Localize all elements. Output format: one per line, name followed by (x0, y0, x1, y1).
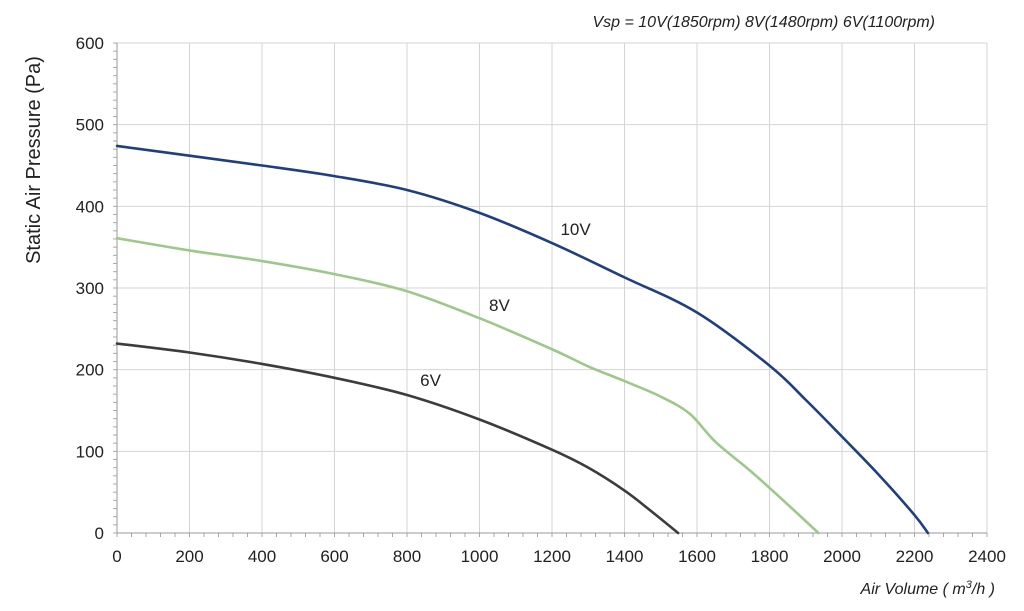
x-tick-label: 1000 (461, 547, 499, 566)
x-tick-label: 2000 (823, 547, 861, 566)
series-label-6v: 6V (420, 371, 441, 390)
y-tick-label: 500 (76, 116, 104, 135)
speed-note: Vsp = 10V(1850rpm) 8V(1480rpm) 6V(1100rp… (592, 14, 935, 31)
y-tick-label: 400 (76, 197, 104, 216)
x-axis-title-tail: /h ) (971, 581, 995, 598)
x-tick-label: 2400 (968, 547, 1006, 566)
grid-lines (116, 42, 988, 534)
x-tick-label: 600 (320, 547, 348, 566)
x-axis-title: Air Volume ( m3/h ) (860, 579, 995, 598)
x-axis-title-sup: 3 (966, 579, 973, 591)
x-tick-label: 1600 (678, 547, 716, 566)
series-line-6v (115, 342, 680, 535)
y-tick-label: 600 (76, 34, 104, 53)
y-tick-label: 0 (95, 524, 104, 543)
series-label-10v: 10V (560, 220, 591, 239)
x-tick-label: 800 (393, 547, 421, 566)
y-tick-label: 200 (76, 361, 104, 380)
series-line-8v (115, 236, 820, 535)
series-lines (115, 144, 930, 535)
x-tick-label: 1200 (533, 547, 571, 566)
y-tick-label: 100 (76, 442, 104, 461)
x-tick-label: 200 (175, 547, 203, 566)
x-tick-label: 1400 (606, 547, 644, 566)
series-line-10v (115, 144, 930, 535)
series-label-8v: 8V (489, 296, 510, 315)
x-tick-label: 2200 (896, 547, 934, 566)
y-axis-title: Static Air Pressure (Pa) (23, 56, 45, 264)
x-tick-label: 1800 (751, 547, 789, 566)
axes: 0 200 400 600 800 1000 1200 1400 1600 1800 2000 220… (76, 34, 1006, 566)
minor-ticks (113, 42, 988, 537)
y-tick-label: 300 (76, 279, 104, 298)
x-tick-label: 400 (248, 547, 276, 566)
x-axis-title-main: Air Volume ( m (860, 581, 966, 598)
x-tick-label: 0 (112, 547, 121, 566)
series-labels: 10V 8V 6V (420, 220, 591, 390)
